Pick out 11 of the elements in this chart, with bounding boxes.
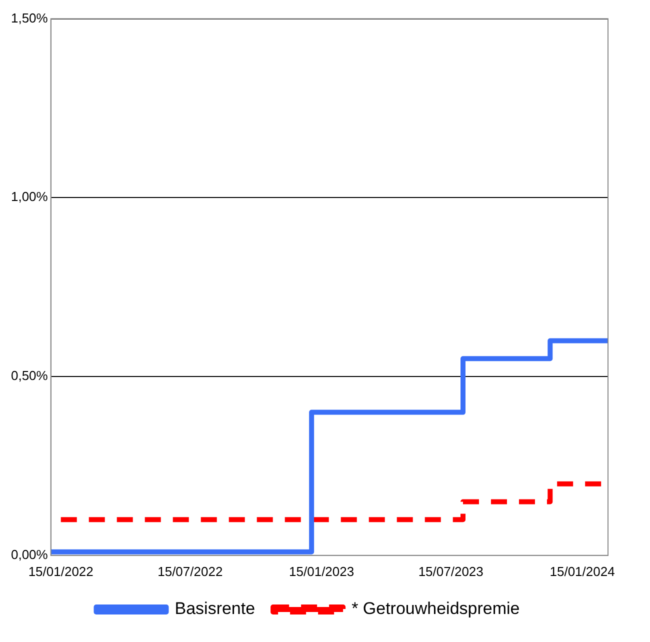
x-tick-label: 15/01/2024 [550,564,615,579]
legend-label: * Getrouwheidspremie [352,599,520,618]
x-tick-label: 15/07/2023 [418,564,484,579]
x-tick-label: 15/07/2022 [158,564,223,579]
x-tick-label: 15/01/2022 [28,564,94,579]
legend-label: Basisrente [174,599,256,618]
y-tick-label: 0,00% [10,546,48,562]
x-tick-label: 15/01/2023 [289,564,354,579]
y-tick-label: 1,50% [10,10,48,26]
y-tick-label: 0,50% [10,368,48,384]
y-tick-label: 1,00% [10,189,48,204]
